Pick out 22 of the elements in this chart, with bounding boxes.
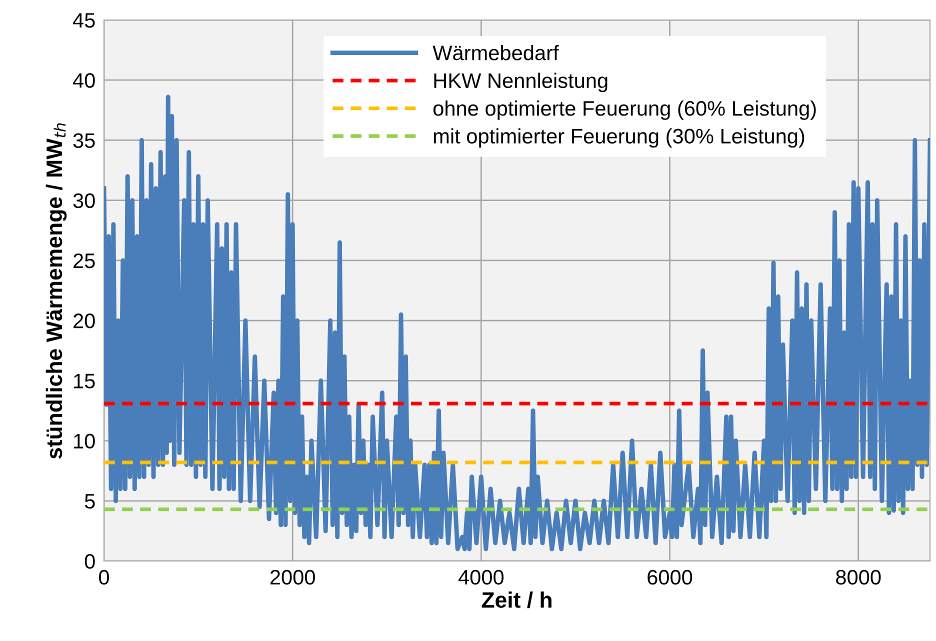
legend-label: mit optimierter Feuerung (30% Leistung) xyxy=(434,128,804,148)
x-tick-label: 8000 xyxy=(836,570,881,585)
y-tick-label: 35 xyxy=(73,133,95,148)
y-tick-label: 0 xyxy=(84,554,95,569)
x-tick-label: 0 xyxy=(99,570,109,585)
legend-label: ohne optimierte Feuerung (60% Leistung) xyxy=(433,100,816,120)
y-tick-label: 30 xyxy=(73,193,95,208)
x-tick-label: 2000 xyxy=(270,570,315,585)
y-tick-label: 10 xyxy=(74,434,95,449)
y-tick-label: 20 xyxy=(74,314,95,328)
y-tick-label: 40 xyxy=(72,73,95,88)
y-tick-label: 15 xyxy=(74,374,95,388)
legend-label: HKW Nennleistung xyxy=(434,72,608,92)
legend-label: Wärmebedarf xyxy=(432,45,559,60)
x-tick-label: 4000 xyxy=(458,570,504,585)
x-axis-title: Zeit / h xyxy=(482,592,552,608)
y-tick-label: 25 xyxy=(74,253,95,268)
y-tick-label: 45 xyxy=(72,13,95,28)
x-tick-label: 6000 xyxy=(648,570,692,585)
line-series xyxy=(104,94,930,552)
y-tick-label: 5 xyxy=(84,494,95,509)
y-axis-title: stündliche Wärmemenge / MW$_{th}$ xyxy=(46,123,67,459)
